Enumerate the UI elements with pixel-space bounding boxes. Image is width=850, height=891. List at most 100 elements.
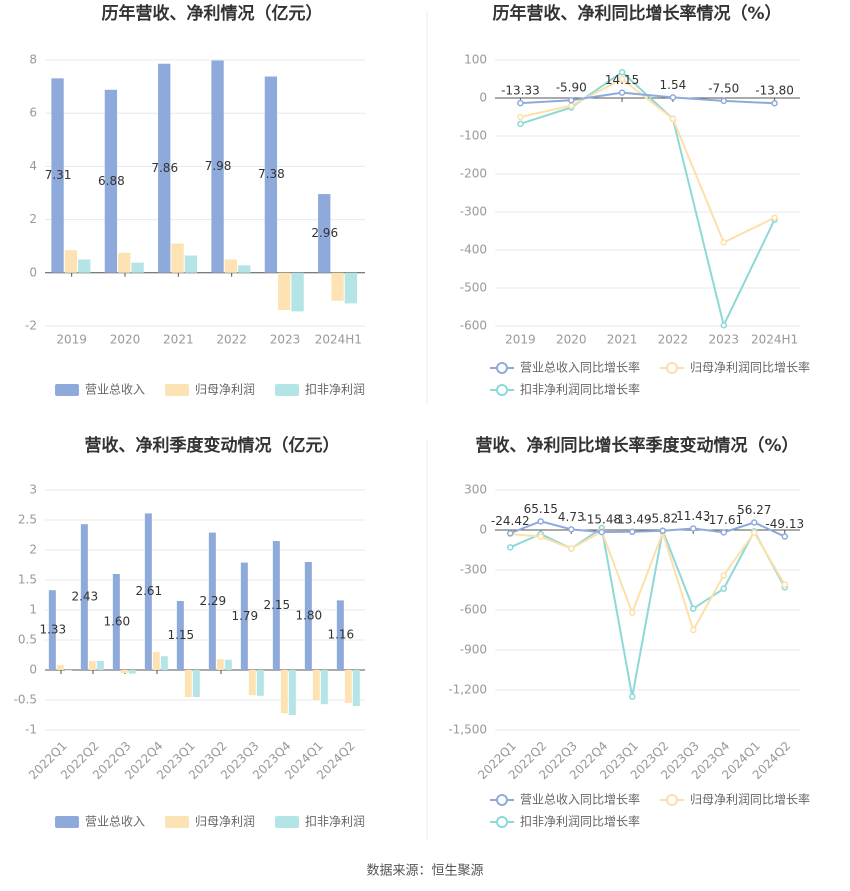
bar bbox=[78, 259, 91, 273]
value-label: 7.98 bbox=[205, 159, 232, 173]
x-tick-label: 2022 bbox=[216, 333, 247, 347]
value-label: 14.15 bbox=[605, 73, 639, 87]
y-tick-label: 100 bbox=[464, 53, 487, 67]
line bbox=[509, 520, 786, 538]
chart: 营收、净利季度变动情况（亿元）-1-0.500.511.522.532022Q1… bbox=[14, 435, 365, 829]
bar bbox=[240, 562, 248, 670]
point bbox=[618, 68, 626, 76]
bar bbox=[80, 524, 88, 670]
bar bbox=[208, 532, 216, 670]
point bbox=[751, 529, 758, 536]
legend-label: 扣非净利润同比增长率 bbox=[520, 814, 640, 829]
bar bbox=[304, 562, 312, 670]
y-tick-label: -1,200 bbox=[448, 683, 487, 697]
value-label: -5.90 bbox=[556, 81, 587, 95]
bar bbox=[158, 63, 171, 273]
y-tick-label: -400 bbox=[460, 243, 487, 257]
point bbox=[669, 115, 677, 123]
value-label: 2.29 bbox=[199, 594, 226, 608]
point bbox=[720, 572, 727, 579]
bar bbox=[118, 252, 131, 273]
chart: 营收、净利同比增长率季度变动情况（%） -1,500 -1,200 -900 -600 -… bbox=[448, 435, 810, 829]
y-tick-label: 0.5 bbox=[18, 633, 37, 647]
point bbox=[720, 239, 727, 246]
y-tick-label: -1 bbox=[25, 723, 37, 737]
legend-swatch bbox=[275, 816, 299, 828]
value-label: -13.33 bbox=[501, 84, 540, 98]
bar bbox=[64, 670, 72, 671]
bar bbox=[216, 659, 224, 670]
y-tick-label: 3 bbox=[29, 483, 37, 497]
y-tick-label: 2 bbox=[29, 543, 37, 557]
legend-label: 营业总收入同比增长率 bbox=[520, 792, 640, 807]
value-label: 1.80 bbox=[295, 609, 322, 623]
legend-swatch bbox=[55, 816, 79, 828]
value-label: 7.38 bbox=[258, 167, 285, 181]
x-tick-label: 2020 bbox=[110, 333, 141, 347]
bar bbox=[144, 513, 152, 670]
point bbox=[618, 75, 626, 83]
y-tick-label: 2 bbox=[29, 212, 37, 226]
point bbox=[720, 585, 727, 592]
line bbox=[520, 91, 775, 105]
bar bbox=[131, 262, 144, 273]
value-label: 1.33 bbox=[39, 623, 66, 637]
value-label: 6.88 bbox=[98, 174, 125, 188]
y-tick-label: -300 bbox=[460, 563, 487, 577]
y-tick-label: -200 bbox=[460, 167, 487, 181]
value-label: 7.31 bbox=[45, 168, 72, 182]
x-tick-label: 2019 bbox=[56, 333, 87, 347]
point bbox=[568, 102, 575, 109]
value-label: 7.86 bbox=[151, 161, 178, 175]
point bbox=[669, 94, 677, 101]
y-tick-label: 6 bbox=[29, 106, 37, 120]
point bbox=[568, 526, 575, 533]
point bbox=[598, 528, 605, 536]
legend-label: 营业总收入 bbox=[85, 383, 145, 397]
bar bbox=[152, 652, 160, 670]
legend-label: 归母净利润同比增长率 bbox=[690, 360, 810, 375]
bar bbox=[171, 243, 184, 273]
x-tick-label: 2020 bbox=[556, 333, 587, 347]
bar bbox=[112, 574, 120, 670]
value-label: 56.27 bbox=[737, 503, 771, 517]
bar bbox=[291, 272, 304, 312]
x-tick-label: 2023 bbox=[708, 333, 739, 347]
bar bbox=[272, 541, 280, 670]
chart: 历年营收、净利情况（亿元） -2 0 2 4 6 8 2019 2020 2021 2022 2023… bbox=[25, 3, 365, 397]
bar bbox=[120, 670, 128, 673]
point bbox=[690, 525, 697, 532]
bar bbox=[318, 194, 331, 273]
bar bbox=[248, 670, 256, 696]
point bbox=[720, 321, 727, 329]
legend-swatch bbox=[275, 384, 299, 396]
x-tick-label: 2021 bbox=[607, 333, 638, 347]
point bbox=[568, 545, 575, 552]
y-tick-label: 0 bbox=[29, 663, 37, 677]
legend-swatch bbox=[496, 794, 508, 806]
x-tick-label: 2023 bbox=[270, 333, 301, 347]
point bbox=[781, 533, 788, 540]
chart-title: 历年营收、净利情况（亿元） bbox=[102, 3, 323, 24]
legend-swatch bbox=[496, 816, 508, 828]
x-tick-label: 2019 bbox=[505, 333, 536, 347]
legend-label: 归母净利润 bbox=[195, 383, 255, 397]
y-tick-label: 0 bbox=[479, 523, 487, 537]
x-tick-label: 2024H1 bbox=[751, 333, 798, 347]
y-tick-label: 0 bbox=[29, 265, 37, 279]
value-label: 65.15 bbox=[524, 502, 558, 516]
value-label: 2.43 bbox=[71, 590, 98, 604]
chart-title: 营收、净利季度变动情况（亿元） bbox=[85, 435, 340, 456]
legend-label: 营业总收入 bbox=[85, 815, 145, 829]
bar bbox=[96, 661, 104, 670]
value-label: -17.61 bbox=[704, 513, 743, 527]
source: 数据来源：恒生聚源 bbox=[366, 864, 483, 879]
bar bbox=[280, 670, 288, 714]
bar bbox=[104, 89, 118, 273]
point bbox=[629, 693, 636, 700]
y-tick-label: 300 bbox=[464, 483, 487, 497]
value-label: 11.43 bbox=[676, 509, 710, 523]
legend-swatch bbox=[165, 384, 189, 396]
value-label: 2.96 bbox=[311, 226, 338, 240]
legend-label: 扣非净利润同比增长率 bbox=[520, 382, 640, 397]
